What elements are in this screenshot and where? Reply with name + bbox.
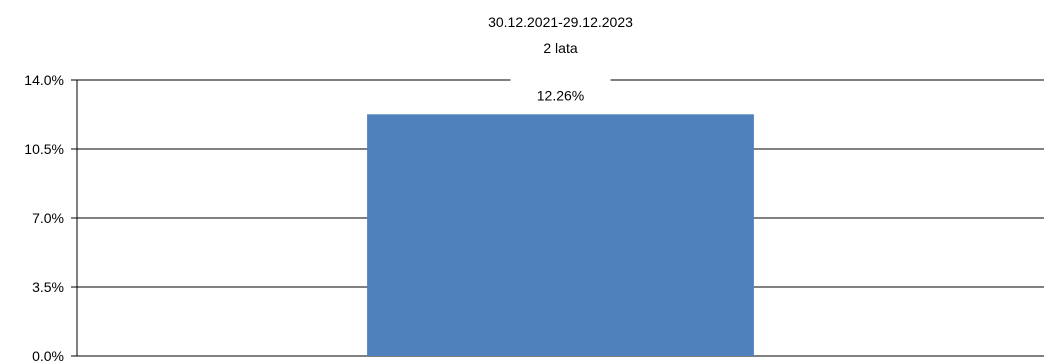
- y-tick-label: 14.0%: [24, 72, 64, 88]
- labels: 0.0% 3.5% 7.0% 10.5% 14.0% 30.12.2021-29.12.2…: [24, 14, 633, 363]
- bar: [367, 114, 754, 356]
- y-tick-label: 0.0%: [32, 348, 64, 363]
- y-tick-label: 3.5%: [32, 279, 64, 295]
- y-tick-label: 10.5%: [24, 141, 64, 157]
- bars: [367, 37, 754, 356]
- category-label: 30.12.2021-29.12.2023: [488, 14, 633, 30]
- label-background: [510, 37, 611, 109]
- category-label: 2 lata: [543, 40, 577, 56]
- y-tick-label: 7.0%: [32, 210, 64, 226]
- data-label: 12.26%: [537, 87, 584, 103]
